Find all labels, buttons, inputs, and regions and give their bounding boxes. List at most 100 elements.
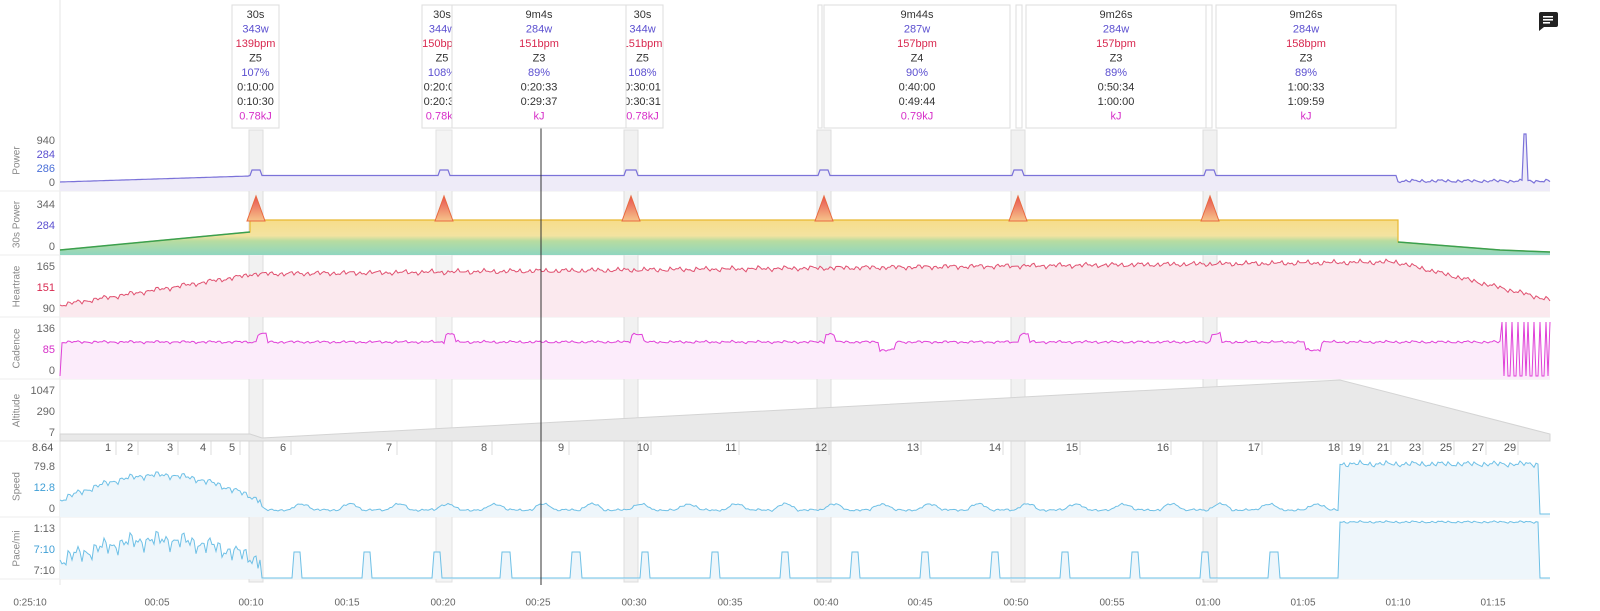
- y-tick-label: 85: [43, 344, 55, 356]
- x-tick-label: 00:30: [621, 598, 646, 609]
- card-line: Z3: [1300, 52, 1313, 64]
- lap-number: 2: [127, 442, 133, 454]
- card-line: 0.78kJ: [626, 110, 658, 122]
- lap-number: 25: [1440, 442, 1452, 454]
- lap-number: 27: [1472, 442, 1484, 454]
- card-line: Z3: [533, 52, 546, 64]
- tooltips: 30s343w139bpmZ5107%0:10:000:10:300.78kJ3…: [231, 4, 1397, 129]
- card-line: 157bpm: [1096, 38, 1136, 50]
- x-tick-label: 00:55: [1099, 598, 1124, 609]
- x-tick-label: 00:35: [717, 598, 742, 609]
- x-tick-label: 00:20: [430, 598, 455, 609]
- y-tick-label: 79.8: [34, 461, 55, 473]
- y-tick-label: 7:10: [34, 544, 55, 556]
- peak: [434, 194, 454, 222]
- lap-number: 3: [167, 442, 173, 454]
- pace-area: [60, 520, 1550, 579]
- tooltip-card: 9m26s 284w 157bpm Z3 89% 0:50:34 1:00:00 kJ: [1025, 4, 1207, 129]
- lap-number: 29: [1504, 442, 1516, 454]
- card-line: Z5: [436, 52, 449, 64]
- green-line: [59, 231, 251, 251]
- x-tick-label: 00:25: [525, 598, 550, 609]
- comment-icon[interactable]: [1539, 12, 1558, 31]
- y-tick-label: 165: [37, 261, 55, 273]
- card-line: 284w: [1103, 23, 1129, 35]
- cadence-line: [59, 321, 1551, 377]
- speed-line: [59, 459, 1550, 515]
- card-line: 284w: [526, 23, 552, 35]
- y-tick-label: 284: [37, 220, 55, 232]
- green-line: [1397, 241, 1551, 253]
- card-line: kJ: [534, 110, 545, 122]
- card-line: 343w: [242, 23, 268, 35]
- tooltip-card: 30s 343w 139bpm Z5 107% 0:10:00 0:10:30 0.78kJ: [231, 4, 280, 129]
- y-tick-label: 290: [37, 406, 55, 418]
- heartrate-line: [59, 258, 1551, 307]
- peak: [246, 194, 266, 222]
- lap-number: 12: [815, 442, 827, 454]
- card-line: 0:10:30: [237, 96, 274, 108]
- card-box: [1025, 4, 1207, 129]
- card-line: 90%: [906, 67, 928, 79]
- panel-label: Altitude: [12, 393, 23, 427]
- altitude-area: [59, 379, 1551, 442]
- x-tick-label: 00:10: [238, 598, 263, 609]
- card-line: 344w: [429, 23, 455, 35]
- lap-number: 7: [386, 442, 392, 454]
- card-line: 1:09:59: [1288, 96, 1325, 108]
- panel-label: Cadence: [12, 328, 23, 368]
- lap-number: 8: [481, 442, 487, 454]
- card-line: 1:00:33: [1288, 81, 1325, 93]
- lap-number: 14: [989, 442, 1001, 454]
- card-line: 0:20:30: [424, 96, 461, 108]
- y-tick-label: 1047: [31, 385, 55, 397]
- power-line: [59, 133, 1551, 184]
- lap-number: 11: [725, 442, 736, 454]
- card-line: kJ: [1111, 110, 1122, 122]
- card-line: 284w: [1293, 23, 1319, 35]
- lap-number: 1: [105, 442, 111, 454]
- panel-label: Power: [12, 146, 23, 175]
- card-line: 158bpm: [1286, 38, 1326, 50]
- lap-number: 23: [1409, 442, 1421, 454]
- card-line: 0.79kJ: [901, 110, 933, 122]
- power-area: [60, 134, 1550, 191]
- lap-number: 9: [558, 442, 564, 454]
- card-line: Z5: [636, 52, 649, 64]
- x-tick-label: 00:05: [144, 598, 169, 609]
- y-tick-label: 0: [49, 241, 55, 253]
- x-tick-label: 00:40: [813, 598, 838, 609]
- lap-number: 21: [1377, 442, 1389, 454]
- panel-label: Pace/mi: [12, 530, 23, 566]
- y-tick-label: 12.8: [34, 482, 55, 494]
- card-line: 89%: [1295, 67, 1317, 79]
- lap-number: 18: [1328, 442, 1340, 454]
- lap-number: 6: [280, 442, 286, 454]
- card-line: 0:29:37: [521, 96, 558, 108]
- card-line: 30s: [247, 9, 265, 21]
- y-tick-label: 940: [37, 135, 55, 147]
- card-line: 0:30:01: [624, 81, 661, 93]
- x-tick-label: 0:25:10: [13, 598, 47, 609]
- tooltip-card: 9m26s 284w 158bpm Z3 89% 1:00:33 1:09:59 kJ: [1215, 4, 1397, 129]
- card-line: 0:30:31: [624, 96, 661, 108]
- y-tick-label: 151: [37, 282, 55, 294]
- zone-area: [60, 220, 1550, 255]
- card-line: 89%: [1105, 67, 1127, 79]
- card-line: Z5: [249, 52, 262, 64]
- card-line: 344w: [629, 23, 655, 35]
- y-tick-label: 0: [49, 177, 55, 189]
- lap-distance: 8.64: [32, 442, 53, 454]
- card-line: 157bpm: [897, 38, 937, 50]
- lap-number: 19: [1349, 442, 1361, 454]
- y-tick-label: 0: [49, 503, 55, 515]
- card-line: 30s: [634, 9, 652, 21]
- heartrate-area: [60, 259, 1550, 317]
- pace-line: [59, 520, 1550, 579]
- lap-number: 15: [1066, 442, 1078, 454]
- card-line: 108%: [428, 67, 456, 79]
- lap-number: 13: [907, 442, 919, 454]
- card-edge: [1205, 4, 1213, 129]
- y-tick-label: 136: [37, 323, 55, 335]
